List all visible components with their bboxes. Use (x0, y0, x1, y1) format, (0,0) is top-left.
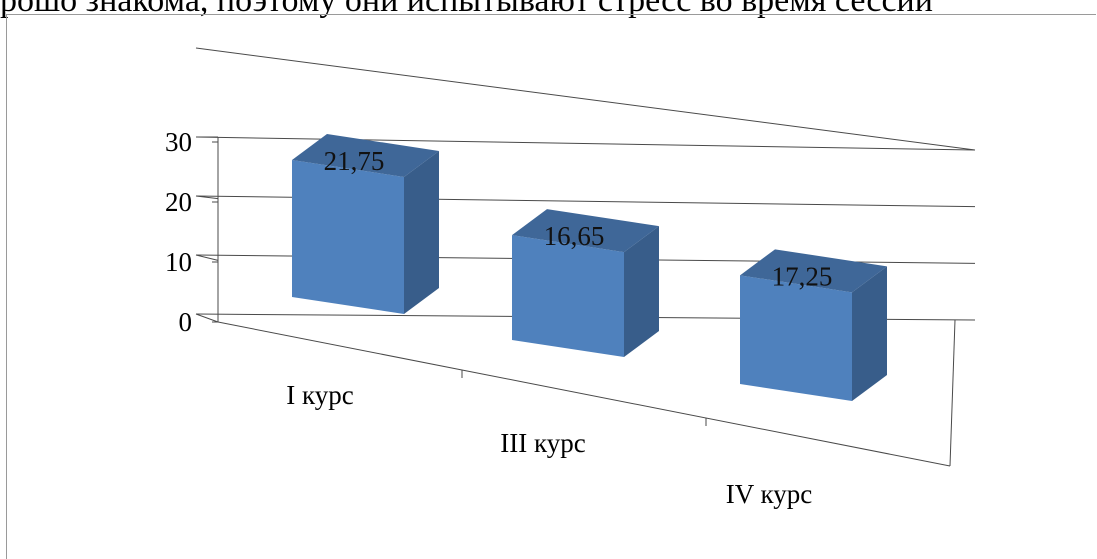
bar-side-face (624, 226, 659, 358)
bar-top-face (740, 249, 887, 293)
y-tick-label: 10 (165, 247, 192, 277)
y-tick-label: 30 (165, 127, 192, 157)
back-wall-top (195, 47, 976, 151)
bar-side-face (404, 151, 439, 315)
bar-top-face (292, 133, 439, 178)
chart-frame (6, 14, 1096, 559)
floor-right-edge (949, 319, 956, 467)
category-label: III курс (500, 428, 585, 458)
axes (212, 137, 956, 467)
bar-side-face (852, 266, 887, 402)
chart-walls (195, 47, 976, 151)
labels: 0 10 20 30 21,75 16,65 17,25 I курс III курс IV к… (165, 127, 832, 509)
bar-front-face (512, 235, 624, 358)
bar (292, 133, 439, 315)
category-label: I курс (286, 380, 353, 410)
side-gridline (195, 195, 219, 200)
category-label: IV курс (726, 479, 812, 509)
data-label: 16,65 (544, 221, 605, 251)
bar-front-face (740, 275, 852, 402)
y-tick-label: 0 (179, 307, 193, 337)
bar (740, 249, 887, 402)
data-label: 21,75 (324, 146, 385, 176)
side-gridline (195, 313, 219, 323)
bar-front-face (292, 159, 404, 315)
category-axis (217, 321, 951, 467)
bar (512, 209, 659, 358)
y-tick-label: 20 (165, 187, 192, 217)
bar-top-face (512, 209, 659, 253)
data-label: 17,25 (772, 261, 833, 291)
side-gridline (195, 254, 219, 261)
bars (292, 133, 887, 402)
